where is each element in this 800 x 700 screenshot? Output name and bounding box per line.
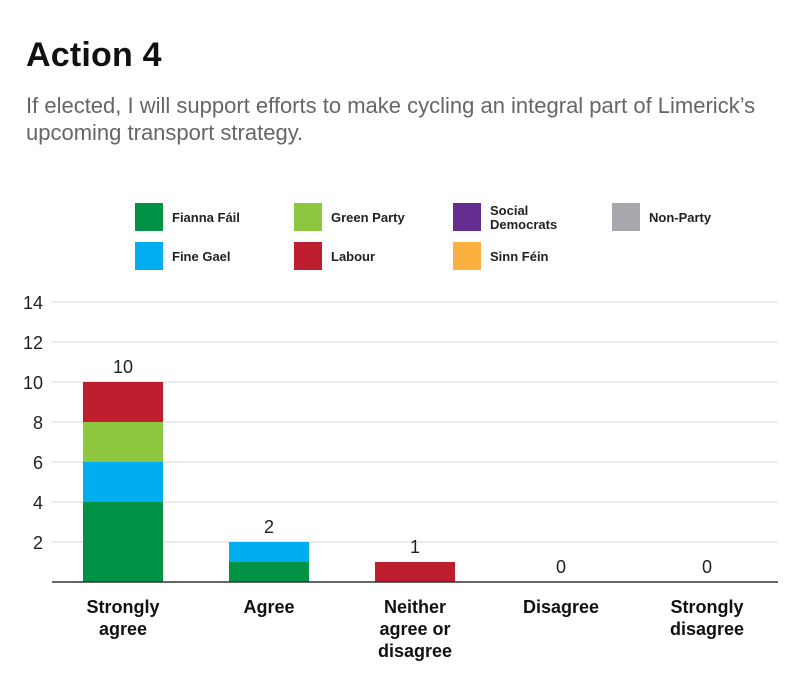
total-label-strongly-agree: 10 (113, 357, 133, 377)
bar-agree-fianna-fail (229, 562, 309, 582)
y-tick-label-10: 10 (23, 373, 43, 393)
bar-strongly-agree-green-party (83, 422, 163, 462)
x-label-neither-agree-or-disagree: Neither agree or disagree (378, 597, 452, 661)
legend-item-social-democrats: Social Democrats (453, 203, 557, 232)
x-axis-labels: Strongly agree Agree Neither agree or disagre… (86, 597, 744, 661)
legend-label-green-party: Green Party (331, 210, 405, 225)
legend-label-non-party: Non-Party (649, 210, 712, 225)
page-title: Action 4 (26, 36, 162, 74)
bar-strongly-agree-fine-gael (83, 462, 163, 502)
legend-swatch-social-democrats (453, 203, 481, 231)
legend-label-fianna-fail: Fianna Fáil (172, 210, 240, 225)
y-tick-label-8: 8 (33, 413, 43, 433)
bar-agree-fine-gael (229, 542, 309, 562)
page-subtitle: If elected, I will support efforts to ma… (26, 93, 756, 145)
legend-swatch-non-party (612, 203, 640, 231)
bar-strongly-agree-fianna-fail (83, 502, 163, 582)
y-tick-label-6: 6 (33, 453, 43, 473)
legend-item-non-party: Non-Party (612, 203, 712, 231)
legend-item-labour: Labour (294, 242, 375, 270)
y-tick-label-4: 4 (33, 493, 43, 513)
total-label-disagree: 0 (556, 557, 566, 577)
legend-label-fine-gael: Fine Gael (172, 249, 231, 264)
legend-label-sinn-fein: Sinn Féin (490, 249, 549, 264)
x-label-agree: Agree (243, 597, 294, 617)
y-tick-label-14: 14 (23, 293, 43, 313)
y-tick-label-12: 12 (23, 333, 43, 353)
chart-bars (83, 382, 455, 582)
legend-item-fianna-fail: Fianna Fáil (135, 203, 240, 231)
legend-swatch-fine-gael (135, 242, 163, 270)
x-label-strongly-disagree: Strongly disagree (670, 597, 744, 639)
legend-swatch-labour (294, 242, 322, 270)
legend-swatch-fianna-fail (135, 203, 163, 231)
y-tick-label-2: 2 (33, 533, 43, 553)
legend-label-labour: Labour (331, 249, 375, 264)
total-label-strongly-disagree: 0 (702, 557, 712, 577)
legend-label-social-democrats: Social Democrats (490, 203, 557, 232)
total-label-agree: 2 (264, 517, 274, 537)
legend-item-fine-gael: Fine Gael (135, 242, 231, 270)
total-label-neither-agree-or-disagree: 1 (410, 537, 420, 557)
legend-swatch-green-party (294, 203, 322, 231)
bar-strongly-agree-labour (83, 382, 163, 422)
bar-neither-agree-or-disagree-labour (375, 562, 455, 582)
chart-gridlines (52, 301, 778, 543)
y-axis-ticks: 2 4 6 8 10 12 14 (23, 293, 43, 553)
x-label-strongly-agree: Strongly agree (86, 597, 159, 639)
legend-item-green-party: Green Party (294, 203, 405, 231)
legend-item-sinn-fein: Sinn Féin (453, 242, 549, 270)
chart-legend: Fianna Fáil Fine Gael Green Party Labour Soc… (135, 203, 712, 270)
legend-swatch-sinn-fein (453, 242, 481, 270)
x-label-disagree: Disagree (523, 597, 599, 617)
